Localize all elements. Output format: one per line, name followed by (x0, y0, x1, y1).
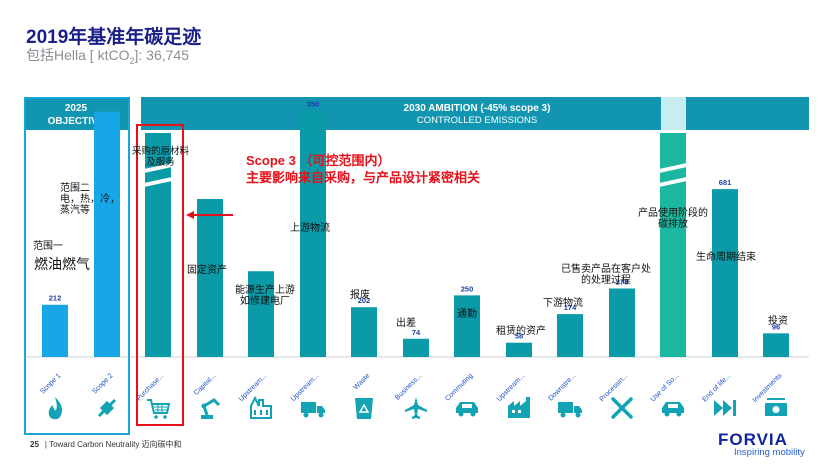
flame-icon (48, 397, 63, 420)
bar-15 (763, 333, 789, 357)
purchased-highlight-box (136, 124, 184, 426)
footer-divider: | (44, 440, 50, 449)
bar-14 (712, 189, 738, 357)
note-capital: 固定资产 (187, 265, 227, 276)
fast-forward-icon (714, 400, 736, 416)
axis-break-mark (659, 177, 687, 187)
objective-frame (24, 97, 130, 435)
footer-text: Toward Carbon Neutrality 迈向碳中和 (49, 440, 182, 449)
scope3-annotation: Scope 3 （可控范围内） 主要影响来自采购，与产品设计紧密相关 (246, 152, 480, 186)
bars-group (42, 110, 789, 358)
note-upstream-transport: 上游物流 (290, 223, 330, 234)
page-number: 25 (30, 440, 39, 449)
axis-break-mark (144, 163, 172, 173)
note-purchased: 采购的原材料 及服务 (132, 146, 190, 168)
note-scope2: 范围二 电，热，冷， 蒸汽等 (60, 183, 120, 216)
bar-5 (248, 271, 274, 357)
bar-6 (300, 110, 326, 358)
bar-7 (351, 307, 377, 357)
note-use-phase: 产品使用阶段的 碳排放 (638, 208, 708, 230)
bar-10 (506, 342, 532, 357)
note-leased: 租赁的资产 (496, 326, 546, 337)
objective-banner-line2: OBJECTIVE (48, 116, 105, 127)
subtitle-prefix: 包括Hella [ ktCO (26, 47, 130, 63)
bar-2 (94, 111, 120, 357)
cart-icon (147, 399, 171, 419)
tools-icon (611, 397, 633, 419)
category-label-14: End of life... (701, 372, 732, 403)
axis-break-mark (659, 163, 687, 173)
ambition-banner-line1: 2030 AMBITION (-45% scope 3) (404, 103, 551, 114)
footer: 25 | Toward Carbon Neutrality 迈向碳中和 (30, 439, 182, 450)
category-label-4: Capital... (193, 372, 218, 397)
category-label-2: Scope 2 (91, 372, 114, 395)
ambition-banner-line2: CONTROLLED EMISSIONS (417, 115, 537, 126)
category-label-1: Scope 1 (39, 372, 62, 395)
category-label-8: Business... (394, 372, 423, 401)
value-label-8: 74 (412, 328, 421, 337)
note-investments: 投资 (768, 316, 788, 327)
category-label-7: Waste (353, 372, 372, 391)
bar-11 (557, 314, 583, 357)
bar-1 (42, 304, 68, 357)
note-downstream: 下游物流 (543, 298, 583, 309)
value-label-11: 174 (564, 303, 577, 312)
objective-banner-line1: 2025 (65, 103, 88, 114)
annotation-line1: Scope 3 （可控范围内） (246, 153, 391, 168)
note-end-of-life: 生命周期结束 (696, 252, 756, 263)
value-label-10: 58 (515, 332, 523, 341)
plug-icon (97, 398, 117, 418)
recycle-icon (355, 398, 373, 419)
truck-icon (558, 402, 582, 418)
subtitle-suffix: ]: 36,745 (134, 47, 189, 63)
car-icon (662, 402, 684, 417)
bar-4 (197, 199, 223, 357)
category-label-3: Purchase... (135, 372, 165, 402)
note-waste: 报废 (350, 290, 370, 301)
money-icon (765, 398, 787, 416)
note-business: 出差 (396, 318, 416, 329)
value-label-12: 278 (616, 277, 629, 286)
ambition-banner-left (141, 97, 661, 130)
brand-tagline: Inspiring mobility (734, 447, 805, 458)
ambition-banner-gap (661, 97, 686, 130)
value-labels-group: 212 350 202 74 250 58 174 278 681 96 (49, 100, 780, 341)
note-scope1-b: 燃油燃气 (34, 256, 90, 272)
page-title: 2019年基准年碳足迹 (26, 27, 202, 48)
note-upstream-energy: 能源生产上游 如修建电厂 (235, 285, 295, 307)
category-label-11: Downstre... (547, 372, 577, 402)
subtitle-subscript: 2 (129, 55, 135, 66)
forvia-logo: FORVIA (718, 430, 788, 449)
annotation-line2: 主要影响来自采购，与产品设计紧密相关 (246, 170, 481, 185)
value-label-1: 212 (49, 294, 62, 303)
category-label-5: Upstream... (238, 372, 269, 403)
icons-group (48, 395, 787, 420)
note-processing: 已售卖产品在客户处 的处理过程 (561, 264, 651, 286)
value-label-6: 350 (307, 100, 320, 109)
factory-icon (250, 395, 272, 419)
page-subtitle: 包括Hella [ ktCO2]: 36,745 (26, 45, 189, 66)
ambition-banner-right (686, 97, 809, 130)
axis-break-mark (144, 177, 172, 187)
bar-12 (609, 288, 635, 357)
bar-9 (454, 295, 480, 357)
note-commuting: 通勤 (457, 309, 477, 320)
robot-arm-icon (201, 398, 221, 419)
value-label-7: 202 (358, 296, 371, 305)
category-label-13: Use of So... (650, 372, 681, 403)
plane-icon (405, 397, 427, 419)
building-icon (508, 397, 530, 418)
category-label-9: Commuting (444, 372, 474, 402)
truck-icon (301, 402, 325, 418)
value-label-9: 250 (461, 284, 474, 293)
value-label-15: 96 (772, 322, 780, 331)
note-scope1-a: 范围一 (33, 241, 63, 252)
category-label-6: Upstream... (290, 372, 321, 403)
highlight-arrow-head (186, 211, 194, 219)
car-icon (456, 402, 478, 417)
value-label-14: 681 (719, 178, 732, 187)
category-label-10: Upstream... (496, 372, 527, 403)
bar-8 (403, 338, 429, 357)
